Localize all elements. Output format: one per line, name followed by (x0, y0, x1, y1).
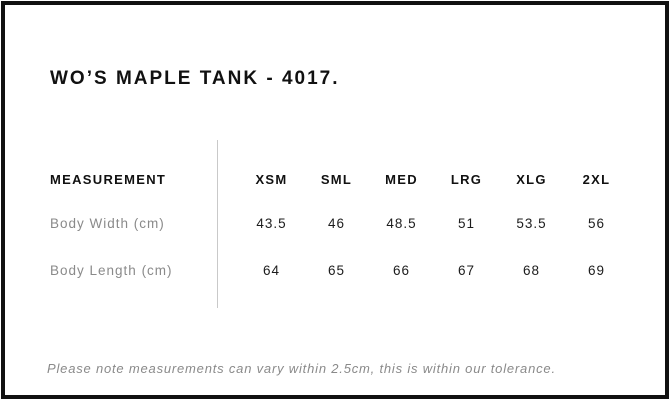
body-length-lrg: 67 (457, 263, 476, 278)
body-length-xsm: 64 (262, 263, 281, 278)
size-header-2xl: 2XL (582, 172, 611, 187)
size-header-xlg: XLG (516, 172, 547, 187)
table-row-body-width: Body Width (cm) 43.5 46 48.5 51 53.5 56 (5, 214, 670, 234)
body-length-xlg: 68 (522, 263, 541, 278)
body-width-lrg: 51 (457, 216, 476, 231)
row-label-body-length: Body Length (cm) (50, 263, 173, 278)
body-length-2xl: 69 (587, 263, 606, 278)
product-title: WO’S MAPLE TANK - 4017. (50, 67, 340, 89)
body-width-xsm: 43.5 (256, 216, 287, 231)
size-header-med: MED (385, 172, 418, 187)
body-width-2xl: 56 (587, 216, 606, 231)
table-header-row: MEASUREMENT XSM SML MED LRG XLG 2XL (5, 170, 670, 190)
table-vertical-divider (217, 140, 218, 308)
size-header-sml: SML (320, 172, 353, 187)
body-width-sml: 46 (327, 216, 346, 231)
body-width-xlg: 53.5 (516, 216, 547, 231)
row-label-body-width: Body Width (cm) (50, 216, 165, 231)
table-row-body-length: Body Length (cm) 64 65 66 67 68 69 (5, 261, 670, 281)
body-width-cells: 43.5 46 48.5 51 53.5 56 (217, 214, 629, 234)
tolerance-note: Please note measurements can vary within… (47, 361, 556, 376)
size-header-lrg: LRG (450, 172, 483, 187)
size-header-cells: XSM SML MED LRG XLG 2XL (217, 170, 629, 190)
body-width-med: 48.5 (386, 216, 417, 231)
measurement-column-header: MEASUREMENT (50, 172, 167, 187)
body-length-sml: 65 (327, 263, 346, 278)
body-length-med: 66 (392, 263, 411, 278)
size-header-xsm: XSM (255, 172, 288, 187)
body-length-cells: 64 65 66 67 68 69 (217, 261, 629, 281)
